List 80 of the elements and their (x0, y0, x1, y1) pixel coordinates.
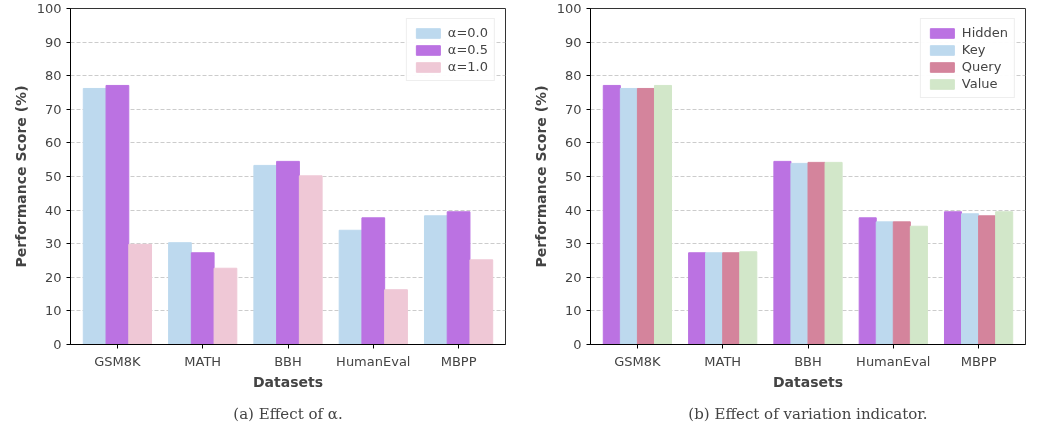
bar (790, 162, 809, 345)
legend-label: α=0.0 (447, 25, 488, 40)
bar (105, 84, 130, 345)
bar (739, 251, 758, 345)
bar (688, 252, 707, 345)
y-tick-label: 20 (44, 269, 62, 285)
y-tick-label: 100 (36, 1, 62, 16)
bar (168, 242, 192, 345)
bar (824, 161, 843, 345)
x-tick-label: HumanEval (336, 353, 411, 369)
bar (128, 243, 153, 345)
text: (a) Effect of α. (233, 404, 343, 423)
legend-label: Hidden (961, 25, 1008, 40)
x-tick-label: MATH (704, 353, 742, 369)
x-tick-label: BBH (274, 353, 302, 369)
y-tick-label: 70 (44, 101, 62, 117)
x-tick-label: BBH (794, 353, 822, 369)
x-axis-title: Datasets (772, 373, 844, 390)
y-tick-label: 60 (564, 135, 582, 151)
bar (978, 215, 997, 345)
bar (892, 221, 911, 345)
bar (773, 160, 792, 345)
bar (469, 259, 494, 345)
y-axis-title: Performance Score (%) (532, 85, 549, 268)
bar (807, 161, 826, 345)
text: (b) Effect of variation indicator. (688, 404, 928, 423)
bar (253, 164, 278, 345)
x-axis-title: Datasets (252, 373, 324, 390)
bar (338, 229, 363, 345)
bar (190, 252, 215, 345)
y-tick-label: 20 (564, 269, 582, 285)
x-tick-label: MBPP (960, 353, 997, 369)
y-tick-label: 80 (44, 68, 62, 84)
y-axis-title: Performance Score (%) (12, 85, 29, 268)
bar (875, 221, 894, 345)
y-tick-label: 10 (564, 303, 582, 319)
bar (619, 87, 638, 345)
legend-label: α=1.0 (447, 59, 488, 74)
legend-label: Query (961, 59, 1002, 74)
y-tick-label: 0 (573, 337, 582, 352)
bar (653, 84, 673, 345)
bar (602, 84, 621, 345)
y-tick-label: 70 (564, 101, 582, 117)
bar (276, 160, 300, 345)
bar (705, 252, 724, 345)
bar (943, 211, 963, 345)
bar (961, 213, 980, 345)
y-tick-label: 90 (564, 34, 582, 50)
x-tick-label: GSM8K (614, 353, 662, 369)
y-tick-label: 100 (556, 1, 582, 16)
y-tick-label: 10 (44, 303, 62, 319)
x-tick-label: GSM8K (94, 353, 142, 369)
legend-label: Key (961, 42, 986, 57)
y-tick-label: 60 (44, 135, 62, 151)
y-tick-label: 50 (564, 169, 582, 184)
bar (995, 211, 1014, 345)
y-tick-label: 0 (53, 337, 62, 352)
bar (298, 175, 323, 345)
bar (384, 289, 408, 345)
y-tick-label: 90 (44, 34, 62, 50)
x-tick-label: MATH (184, 353, 222, 369)
bar (446, 211, 471, 345)
legend-label: α=0.5 (447, 42, 488, 57)
bar (82, 87, 107, 345)
bar (722, 252, 741, 345)
y-tick-label: 30 (564, 236, 582, 252)
y-tick-label: 40 (564, 202, 582, 218)
legend-label: Value (961, 76, 998, 91)
x-tick-label: MBPP (440, 353, 477, 369)
y-tick-label: 50 (44, 169, 62, 184)
y-tick-label: 80 (564, 68, 582, 84)
y-tick-label: 30 (44, 236, 62, 252)
bar (213, 267, 238, 345)
bar (423, 215, 448, 345)
bar (909, 225, 928, 345)
x-tick-label: HumanEval (856, 353, 931, 369)
bar (636, 87, 655, 345)
y-tick-label: 40 (44, 202, 62, 218)
bar (858, 217, 877, 345)
bar (361, 217, 386, 345)
